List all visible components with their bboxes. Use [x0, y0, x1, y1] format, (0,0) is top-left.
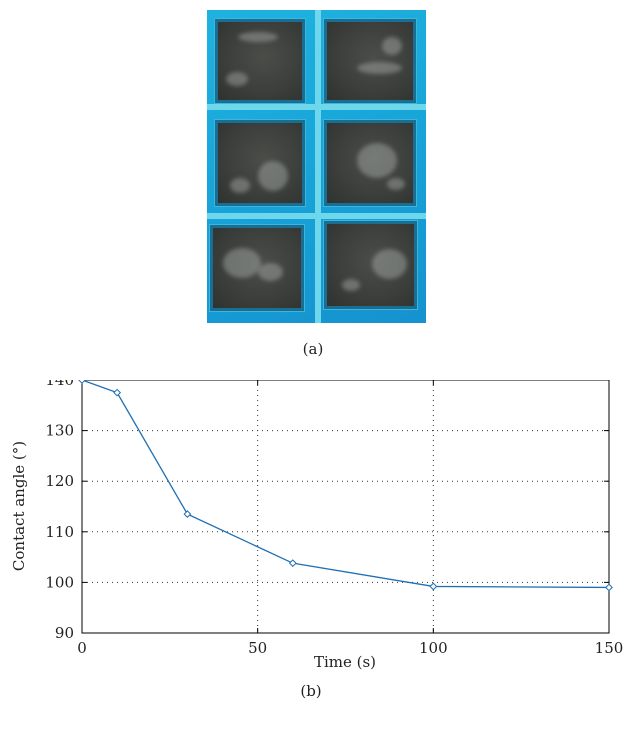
x-tick-label: 50 [248, 639, 267, 657]
y-tick-label: 110 [45, 523, 74, 541]
y-tick-label: 100 [45, 573, 74, 591]
sample-tile [327, 224, 414, 306]
sample-photo [207, 10, 426, 323]
data-point-marker [605, 583, 613, 592]
tray-divider [207, 213, 426, 219]
plot-frame [81, 380, 610, 634]
x-tick-label: 150 [595, 639, 624, 657]
data-point-marker [78, 380, 86, 384]
tray-divider [315, 10, 321, 323]
data-point-marker [183, 510, 192, 518]
y-tick-label: 140 [45, 380, 74, 389]
y-tick-label: 130 [45, 422, 74, 440]
sample-tile [327, 123, 413, 203]
data-point-marker [113, 388, 122, 397]
data-point-marker [288, 559, 297, 568]
x-axis-label: Time (s) [314, 653, 376, 671]
series-layer [78, 380, 613, 592]
data-point-marker [429, 582, 438, 591]
series-line [81, 380, 610, 589]
sample-tile [218, 123, 302, 203]
tray-divider [207, 104, 426, 110]
x-tick-label: 100 [419, 639, 448, 657]
sample-tile [218, 22, 302, 100]
sample-tile [213, 228, 301, 308]
grid-lines [82, 380, 609, 633]
contact-angle-chart: 90 100 110 120 130 140 0 50 100 150 Time (s) Cont… [10, 380, 623, 671]
axis-ticks: 90 100 110 120 130 140 0 50 100 150 [45, 380, 623, 657]
x-tick-label: 0 [77, 639, 87, 657]
y-tick-label: 90 [55, 624, 74, 642]
y-axis-label: Contact angle (°) [10, 441, 28, 571]
caption-b: (b) [300, 682, 322, 700]
caption-a: (a) [302, 340, 324, 358]
y-tick-label: 120 [45, 472, 74, 490]
sample-tile [327, 22, 413, 100]
